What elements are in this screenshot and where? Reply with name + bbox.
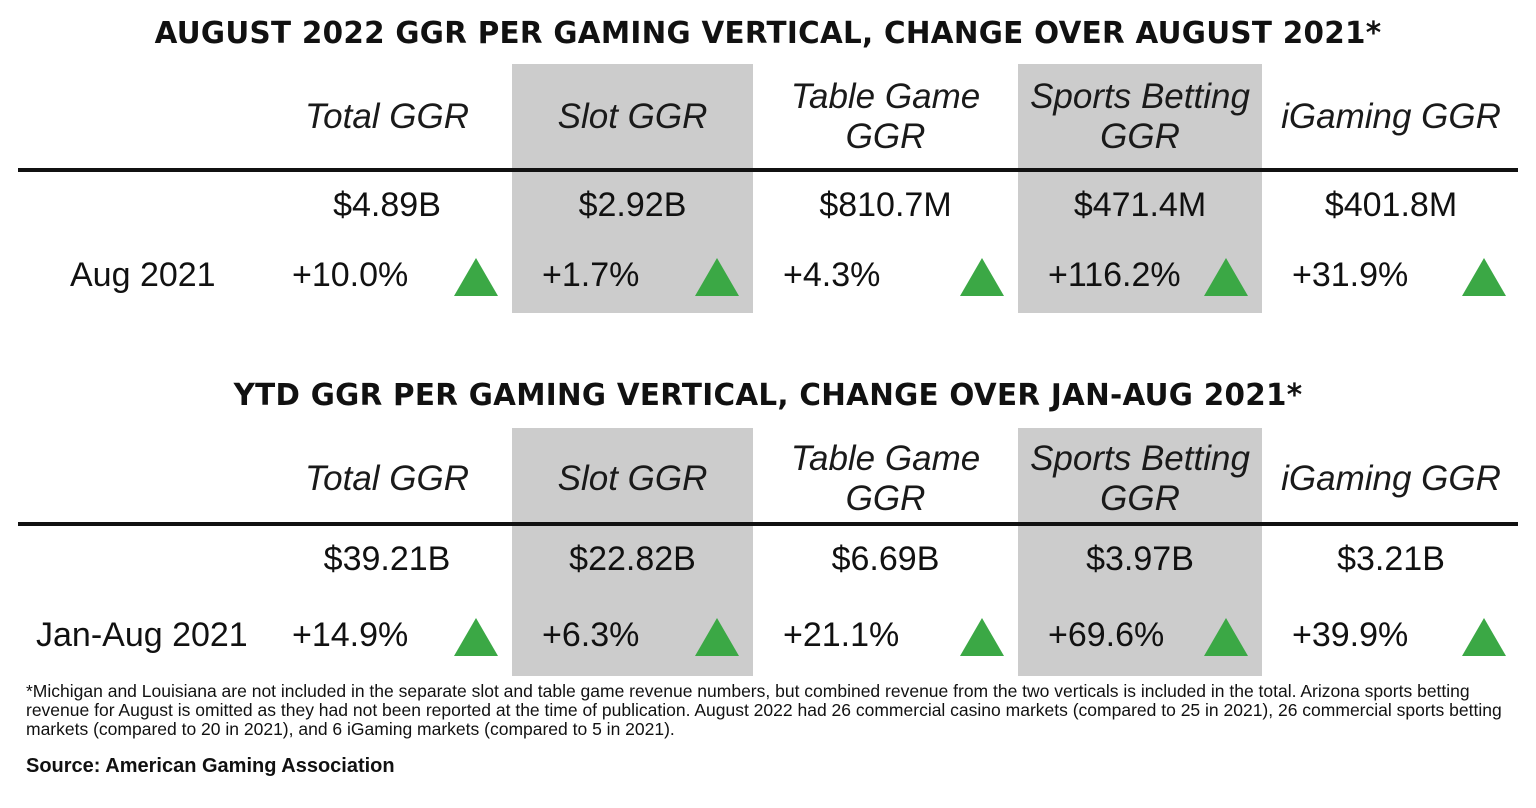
column-header: Total GGR xyxy=(304,459,470,498)
change-percent: +31.9% xyxy=(1292,256,1409,294)
change-percent: +14.9% xyxy=(292,616,409,654)
table-title: YTD GGR PER GAMING VERTICAL, CHANGE OVER… xyxy=(233,378,1303,413)
header-rule xyxy=(18,168,1518,172)
up-arrow-icon xyxy=(695,618,739,656)
up-arrow-icon xyxy=(960,618,1004,656)
change-percent: +69.6% xyxy=(1048,616,1165,654)
table-title: AUGUST 2022 GGR PER GAMING VERTICAL, CHA… xyxy=(154,16,1382,51)
column-header: Slot GGR xyxy=(557,459,708,498)
change-percent: +6.3% xyxy=(542,616,640,654)
ggr-value: $810.7M xyxy=(819,186,952,224)
ggr-value: $39.21B xyxy=(323,540,451,578)
up-arrow-icon xyxy=(454,618,498,656)
column-header: Sports Betting GGR xyxy=(1030,439,1250,518)
column-header: Table Game GGR xyxy=(790,439,981,518)
change-percent: +1.7% xyxy=(542,256,640,294)
change-percent: +39.9% xyxy=(1292,616,1409,654)
ggr-value: $401.8M xyxy=(1324,186,1458,224)
column-header: iGaming GGR xyxy=(1281,459,1501,498)
up-arrow-icon xyxy=(1204,258,1248,296)
ggr-value: $6.69B xyxy=(831,540,940,578)
ggr-value: $471.4M xyxy=(1073,186,1207,224)
change-percent: +116.2% xyxy=(1048,256,1181,294)
ggr-value: $3.97B xyxy=(1086,540,1194,578)
change-percent: +10.0% xyxy=(292,256,409,294)
column-header: Table Game GGR xyxy=(790,77,981,156)
source-credit: Source: American Gaming Association xyxy=(26,755,395,777)
up-arrow-icon xyxy=(960,258,1004,296)
footnote: *Michigan and Louisiana are not included… xyxy=(26,681,1502,739)
column-header: Slot GGR xyxy=(557,97,708,136)
ggr-value: $3.21B xyxy=(1337,540,1445,578)
row-label: Jan-Aug 2021 xyxy=(36,616,248,654)
column-header: Total GGR xyxy=(304,97,470,136)
change-percent: +21.1% xyxy=(783,616,900,654)
ggr-value: $22.82B xyxy=(569,540,696,578)
up-arrow-icon xyxy=(1462,618,1506,656)
column-header: Sports Betting GGR xyxy=(1030,77,1250,156)
header-rule xyxy=(18,522,1518,526)
up-arrow-icon xyxy=(695,258,739,296)
row-label: Aug 2021 xyxy=(70,256,216,294)
ggr-value: $4.89B xyxy=(333,186,441,224)
column-header: iGaming GGR xyxy=(1281,97,1501,136)
up-arrow-icon xyxy=(1462,258,1506,296)
up-arrow-icon xyxy=(1204,618,1248,656)
ggr-value: $2.92B xyxy=(578,186,687,224)
up-arrow-icon xyxy=(454,258,498,296)
change-percent: +4.3% xyxy=(783,256,881,294)
